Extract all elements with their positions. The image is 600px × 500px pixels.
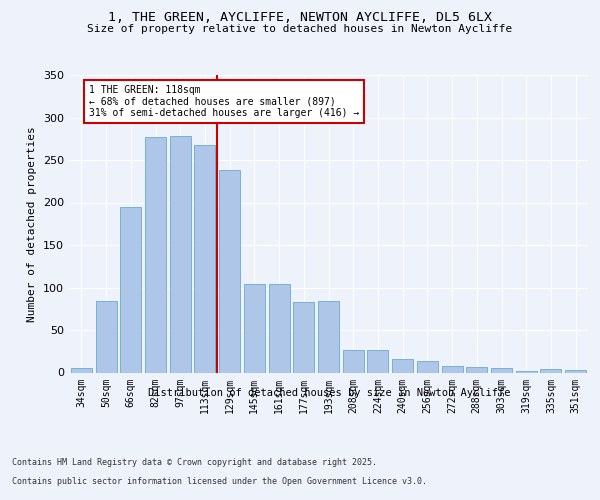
Text: Contains HM Land Registry data © Crown copyright and database right 2025.: Contains HM Land Registry data © Crown c…: [12, 458, 377, 467]
Bar: [343, 350, 364, 372]
Bar: [367, 350, 388, 372]
Bar: [244, 284, 265, 372]
Text: Size of property relative to detached houses in Newton Aycliffe: Size of property relative to detached ho…: [88, 24, 512, 34]
Bar: [71, 368, 92, 372]
Y-axis label: Number of detached properties: Number of detached properties: [28, 126, 37, 322]
Bar: [541, 369, 562, 372]
Bar: [293, 302, 314, 372]
Bar: [417, 360, 438, 372]
Bar: [318, 301, 339, 372]
Bar: [219, 170, 240, 372]
Text: Contains public sector information licensed under the Open Government Licence v3: Contains public sector information licen…: [12, 476, 427, 486]
Bar: [516, 371, 537, 372]
Bar: [269, 284, 290, 372]
Bar: [392, 359, 413, 372]
Bar: [491, 368, 512, 372]
Bar: [194, 144, 215, 372]
Bar: [145, 137, 166, 372]
Bar: [442, 366, 463, 372]
Bar: [120, 207, 141, 372]
Bar: [565, 370, 586, 372]
Text: 1 THE GREEN: 118sqm
← 68% of detached houses are smaller (897)
31% of semi-detac: 1 THE GREEN: 118sqm ← 68% of detached ho…: [89, 85, 359, 118]
Bar: [170, 136, 191, 372]
Text: Distribution of detached houses by size in Newton Aycliffe: Distribution of detached houses by size …: [148, 388, 510, 398]
Bar: [466, 366, 487, 372]
Bar: [95, 301, 116, 372]
Text: 1, THE GREEN, AYCLIFFE, NEWTON AYCLIFFE, DL5 6LX: 1, THE GREEN, AYCLIFFE, NEWTON AYCLIFFE,…: [108, 11, 492, 24]
